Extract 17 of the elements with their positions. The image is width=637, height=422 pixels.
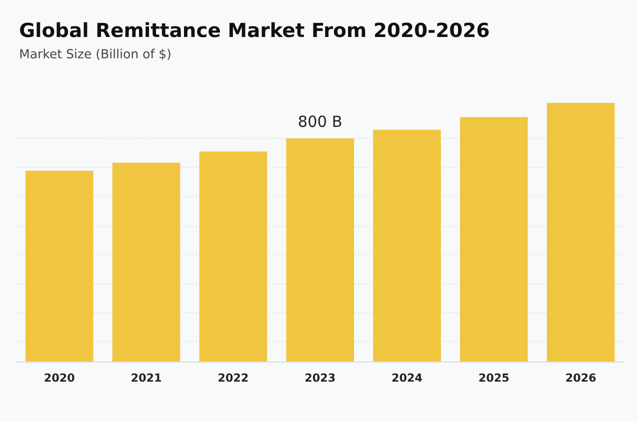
data-label: 800 B xyxy=(298,116,342,128)
x-tick-label: 2026 xyxy=(566,373,596,382)
x-tick-label: 2020 xyxy=(44,373,74,382)
x-tick-label: 2025 xyxy=(479,373,509,382)
x-tick-label: 2022 xyxy=(218,373,248,382)
bar xyxy=(460,117,528,362)
bar xyxy=(112,162,180,362)
x-tick-label: 2021 xyxy=(132,373,161,382)
bar xyxy=(199,152,268,362)
bar xyxy=(286,138,354,362)
x-tick-label: 2024 xyxy=(392,373,422,382)
x-tick-label: 2023 xyxy=(306,373,335,382)
bar xyxy=(546,102,615,362)
chart-title: Global Remittance Market From 2020-2026 xyxy=(20,22,489,38)
bar xyxy=(373,130,441,362)
chart-subtitle: Market Size (Billion of $) xyxy=(20,48,170,60)
bar xyxy=(25,170,94,362)
